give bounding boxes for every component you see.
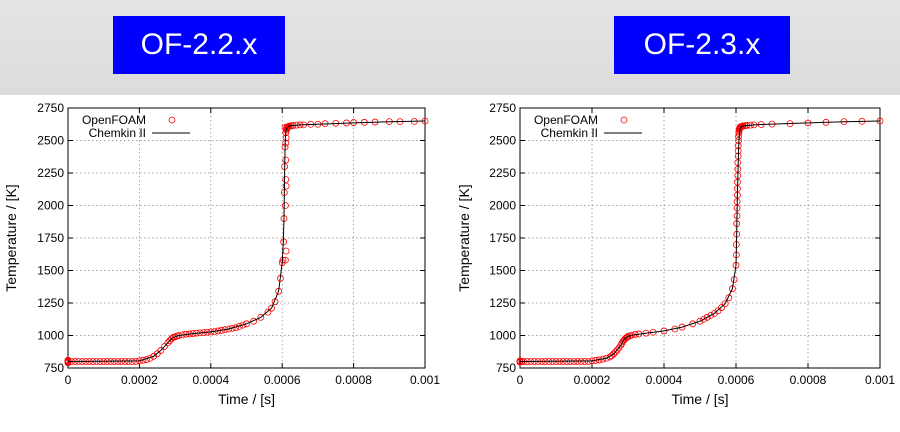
openfoam-point — [128, 358, 136, 365]
y-tick-label: 2000 — [489, 199, 516, 213]
x-tick-label: 0.0008 — [335, 373, 372, 387]
chart-right: 0 0.0002 0.0004 0.0006 0.0008 0.001 750 1000 125… — [456, 95, 898, 415]
openfoam-point — [610, 350, 617, 358]
y-tick-label: 1250 — [37, 296, 64, 310]
openfoam-point — [157, 347, 165, 354]
openfoam-point — [612, 348, 619, 356]
x-tick-label: 0 — [65, 373, 72, 387]
chart-panel-right — [456, 95, 898, 415]
openfoam-point — [678, 323, 686, 331]
y-tick-label: 2000 — [37, 199, 64, 213]
y-axis-label: Temperature / [K] — [3, 184, 19, 291]
openfoam-point — [132, 358, 140, 365]
x-tick-label: 0.001 — [410, 373, 440, 387]
openfoam-point — [160, 343, 168, 350]
x-axis-label: Time / [s] — [671, 391, 728, 407]
openfoam-point — [243, 320, 250, 328]
legend-label-openfoam: OpenFOAM — [534, 113, 598, 127]
openfoam-point — [700, 315, 707, 323]
legend-label-openfoam: OpenFOAM — [82, 113, 146, 127]
series-chemkin-line — [67, 120, 426, 362]
legend-marker-openfoam — [168, 116, 176, 124]
y-tick-label: 750 — [496, 361, 516, 375]
openfoam-point — [282, 182, 290, 190]
openfoam-point — [64, 357, 72, 365]
openfoam-point — [622, 334, 630, 342]
x-tick-label: 0.0006 — [718, 373, 755, 387]
y-tick-label: 1000 — [37, 329, 64, 343]
y-tick-label: 1500 — [37, 264, 64, 278]
openfoam-point — [707, 311, 715, 319]
openfoam-point — [250, 317, 258, 325]
x-tick-label: 0.0004 — [646, 373, 683, 387]
y-tick-label: 1750 — [37, 231, 64, 245]
openfoam-point — [268, 304, 275, 312]
y-tick-label: 1250 — [489, 296, 516, 310]
openfoam-point — [696, 317, 704, 325]
y-tick-label: 2250 — [489, 166, 516, 180]
x-tick-label: 0.0002 — [574, 373, 611, 387]
legend-label-chemkin: Chemkin II — [541, 126, 598, 140]
openfoam-point — [585, 358, 592, 365]
openfoam-point — [239, 321, 247, 329]
openfoam-point — [689, 320, 697, 328]
y-axis-label: Temperature / [K] — [456, 184, 472, 291]
chart-panel-left — [3, 95, 445, 415]
y-tick-label: 2500 — [37, 134, 64, 148]
openfoam-point — [168, 335, 175, 343]
y-tick-label: 1750 — [489, 231, 516, 245]
y-tick-label: 2500 — [489, 134, 516, 148]
openfoam-point — [264, 308, 272, 316]
openfoam-point — [718, 304, 725, 311]
chart-left: 0 0.0002 0.0004 0.0006 0.0008 0.001 750 1000 125… — [3, 95, 445, 415]
x-tick-label: 0.0006 — [264, 373, 301, 387]
openfoam-point — [725, 294, 733, 302]
openfoam-point — [282, 176, 290, 183]
openfoam-point — [613, 346, 621, 354]
openfoam-point — [617, 341, 625, 349]
y-tick-label: 2750 — [489, 101, 516, 115]
y-tick-label: 2750 — [37, 101, 64, 115]
x-tick-label: 0.0002 — [121, 373, 158, 387]
version-title-right: OF-2.3.x — [614, 16, 790, 74]
openfoam-point — [282, 156, 290, 164]
series-chemkin-line — [519, 120, 881, 362]
openfoam-point — [282, 202, 289, 209]
x-tick-label: 0.0004 — [192, 373, 229, 387]
y-tick-label: 750 — [44, 361, 64, 375]
openfoam-point — [721, 300, 729, 308]
x-tick-label: 0.0008 — [790, 373, 827, 387]
y-tick-label: 1500 — [489, 264, 516, 278]
y-tick-label: 1000 — [489, 329, 516, 343]
legend-marker-openfoam — [620, 116, 628, 124]
openfoam-point — [257, 313, 265, 321]
openfoam-point — [703, 313, 711, 321]
x-tick-label: 0.001 — [865, 373, 895, 387]
openfoam-point — [164, 339, 172, 347]
openfoam-point — [603, 354, 610, 362]
openfoam-point — [608, 352, 616, 360]
openfoam-point — [581, 358, 589, 365]
y-tick-label: 2250 — [37, 166, 64, 180]
x-tick-label: 0 — [517, 373, 524, 387]
version-title-left: OF-2.2.x — [113, 16, 285, 74]
x-axis-label: Time / [s] — [218, 391, 275, 407]
legend-label-chemkin: Chemkin II — [89, 126, 146, 140]
